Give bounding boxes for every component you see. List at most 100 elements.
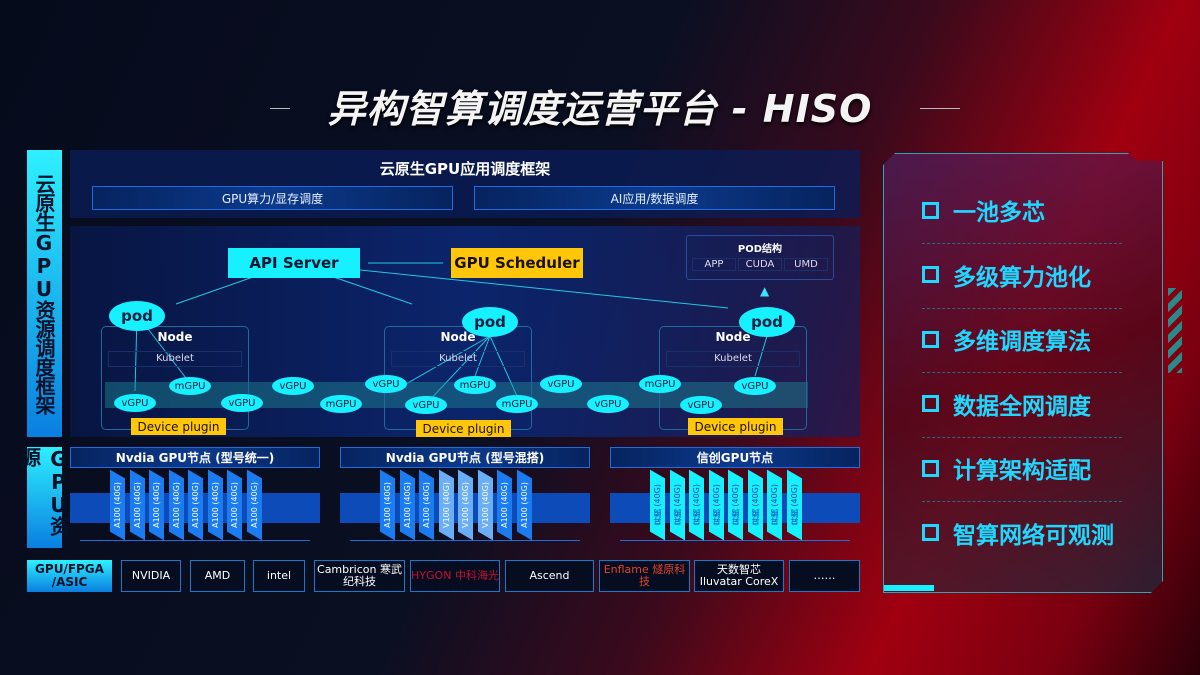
gpu-card-label: A100 (40G) — [500, 482, 509, 528]
vendor-logo: Cambricon 寒武纪科技 — [314, 560, 405, 592]
gpu-card-label: V100 (40G) — [461, 482, 470, 528]
resources-side-label: GPU资源 — [18, 447, 71, 548]
gpu-card-label: A100 (40G) — [249, 482, 259, 528]
pod-structure-box: POD结构 APP CUDA UMD — [686, 235, 834, 280]
gpu-card: A100 (40G) — [149, 469, 164, 541]
gpu-card: 昇腾 (40G) — [708, 469, 724, 541]
gpu-card: 昇腾 (40G) — [747, 469, 763, 541]
checkbox-square-icon — [922, 395, 939, 412]
gpu-card: V100 (40G) — [477, 469, 493, 541]
gpu-card: 昇腾 (40G) — [767, 469, 782, 541]
gpu-card: A100 (40G) — [399, 469, 415, 541]
app-framework-title: 云原生GPU应用调度框架 — [379, 160, 551, 178]
pod-structure-app: APP — [692, 258, 736, 271]
pod-ellipse: pod — [739, 307, 795, 337]
gpu-card-label: V100 (40G) — [441, 482, 451, 528]
gpu-card: 昇腾 (40G) — [728, 469, 743, 541]
checkbox-square-icon — [922, 330, 939, 348]
feature-item: 数据全网调度 — [922, 384, 1152, 424]
vendor-logo: Ascend — [505, 560, 594, 592]
gpu-node-header: 信创GPU节点 — [610, 447, 860, 468]
pod-ellipse: pod — [462, 307, 518, 337]
gpu-card-label: 昇腾 (40G) — [711, 484, 721, 526]
gpu-card-label: A100 (40G) — [519, 482, 529, 528]
mgpu-ellipse: mGPU — [454, 376, 496, 394]
gpu-node-header: Nvdia GPU节点 (型号统一) — [70, 447, 320, 468]
vendor-logo: Enflame 燧原科技 — [599, 560, 690, 592]
device-plugin-box: Device plugin — [416, 420, 511, 437]
gpu-card-label: A100 (40G) — [113, 482, 122, 528]
pod-structure-title: POD结构 — [737, 244, 783, 255]
gpu-card: A100 (40G) — [516, 469, 532, 541]
gpu-card-label: A100 (40G) — [383, 482, 392, 528]
mgpu-ellipse: mGPU — [320, 395, 362, 413]
gpu-card-label: A100 (40G) — [422, 482, 431, 528]
vgpu-ellipse: vGPU — [221, 394, 263, 412]
gpu-scheduler-box: GPU Scheduler — [451, 248, 583, 278]
page-title: 异构智算调度运营平台 - HISO — [327, 87, 873, 131]
gpu-node-header: Nvdia GPU节点 (型号混搭) — [340, 447, 590, 468]
gpu-card: A100 (40G) — [129, 469, 145, 541]
vgpu-ellipse: vGPU — [587, 395, 629, 413]
gpu-card: A100 (40G) — [227, 469, 242, 541]
pod-structure-umd: UMD — [784, 258, 828, 271]
device-plugin-box: Device plugin — [688, 418, 783, 435]
gpu-node-base — [620, 540, 850, 541]
gpu-card: A100 (40G) — [380, 469, 395, 541]
gpu-node-base — [350, 540, 580, 541]
gpu-card: A100 (40G) — [168, 469, 184, 541]
gpu-card-label: A100 (40G) — [171, 482, 181, 528]
checkbox-square-icon — [922, 459, 939, 477]
title-decoration-right — [920, 108, 960, 109]
up-arrow-icon: ▲ — [760, 284, 770, 298]
feature-item: 一池多芯 — [922, 190, 1152, 230]
node-title: Node — [715, 330, 751, 344]
vgpu-ellipse: vGPU — [405, 396, 447, 414]
checkbox-square-icon — [922, 524, 939, 541]
vendor-logo: …… — [789, 560, 860, 592]
gpu-node-base — [80, 540, 310, 541]
ai-data-box: AI应用/数据调度 — [474, 186, 835, 210]
gpu-card-label: 昇腾 (40G) — [692, 484, 701, 526]
stripe-decoration — [1168, 288, 1182, 373]
vendor-logo: NVIDIA — [121, 560, 181, 592]
gpu-card: A100 (40G) — [419, 469, 434, 541]
gpu-card: A100 (40G) — [497, 469, 512, 541]
feature-item: 多维调度算法 — [922, 319, 1152, 359]
pod-structure-cuda: CUDA — [738, 258, 782, 271]
feature-separator — [922, 436, 1122, 438]
gpu-card: A100 (40G) — [246, 469, 262, 541]
api-server-box: API Server — [228, 248, 360, 278]
gpu-card-label: A100 (40G) — [402, 482, 412, 528]
kubelet-label: Kubelet — [108, 351, 242, 367]
gpu-card: 昇腾 (40G) — [669, 469, 685, 541]
feature-separator — [922, 243, 1122, 244]
mgpu-ellipse: mGPU — [639, 375, 681, 393]
gpu-card: 昇腾 (40G) — [786, 469, 802, 541]
vgpu-ellipse: vGPU — [540, 375, 582, 393]
gpu-card: V100 (40G) — [458, 469, 473, 541]
checkbox-square-icon — [922, 266, 939, 283]
feature-label: 一池多芯 — [953, 200, 1045, 226]
kubelet-label: Kubelet — [666, 351, 800, 367]
feature-label: 多级算力池化 — [953, 264, 1091, 291]
feature-separator — [922, 307, 1122, 309]
scheduling-panel: API Server GPU Scheduler POD结构 APP CUDA … — [70, 226, 860, 437]
features-panel — [883, 153, 1163, 593]
gpu-card-label: 昇腾 (40G) — [770, 484, 779, 526]
gpu-card-label: A100 (40G) — [152, 482, 161, 528]
node-box: Node Kubelet — [101, 326, 249, 430]
framework-side-label: 云原生GPU资源调度框架 — [27, 150, 62, 437]
gpu-card-label: A100 (40G) — [132, 482, 142, 528]
gpu-card: 昇腾 (40G) — [689, 469, 704, 541]
vgpu-ellipse: vGPU — [114, 394, 156, 412]
gpu-card-label: A100 (40G) — [210, 482, 220, 528]
vendor-logo: intel — [253, 560, 305, 592]
feature-item: 智算网络可观测 — [922, 513, 1152, 553]
device-plugin-box: Device plugin — [131, 418, 226, 435]
mgpu-ellipse: mGPU — [169, 377, 211, 395]
feature-label: 数据全网调度 — [953, 393, 1091, 420]
gpu-compute-box: GPU算力/显存调度 — [92, 186, 453, 210]
vendor-logo: HYGON 中科海光 — [410, 560, 500, 592]
gpu-card: A100 (40G) — [207, 469, 223, 541]
